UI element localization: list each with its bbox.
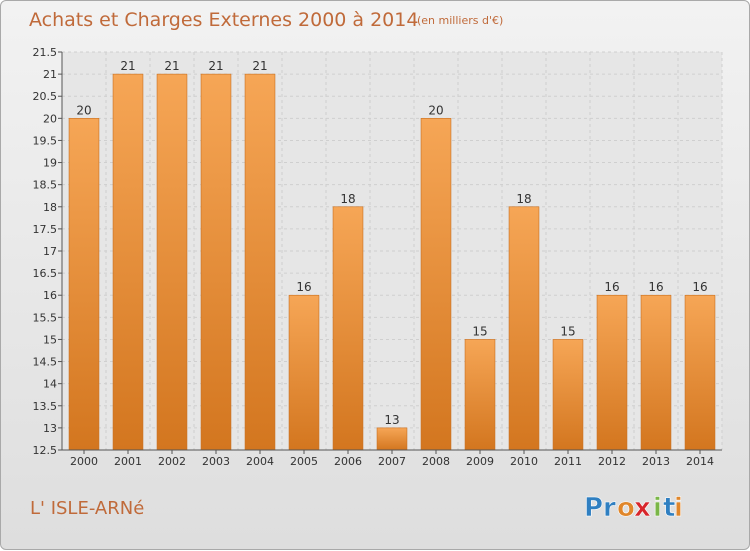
bar bbox=[68, 118, 100, 451]
y-tick-label: 14 bbox=[43, 378, 57, 391]
logo-letter: i bbox=[674, 493, 683, 523]
bar-value-label: 16 bbox=[648, 280, 663, 294]
x-tick-label: 2008 bbox=[422, 455, 450, 468]
x-tick-label: 2000 bbox=[70, 455, 98, 468]
bar bbox=[376, 427, 408, 451]
y-tick-label: 17.5 bbox=[33, 223, 58, 236]
chart-title: Achats et Charges Externes 2000 à 2014 bbox=[29, 9, 419, 31]
logo-letter: P bbox=[584, 493, 603, 523]
bar bbox=[288, 294, 320, 451]
bar bbox=[684, 294, 716, 451]
bars bbox=[68, 73, 716, 451]
bar bbox=[332, 206, 364, 451]
labels: 12.5 13 13.5 14 14.5 15 15.5 16 16.5 17 17.5 18 18.5… bbox=[33, 46, 715, 468]
logo-letter: o bbox=[617, 493, 635, 523]
y-tick-label: 16 bbox=[43, 289, 57, 302]
x-tick-label: 2009 bbox=[466, 455, 494, 468]
bar bbox=[156, 73, 188, 451]
bar-value-label: 21 bbox=[120, 59, 135, 73]
logo-letter: r bbox=[603, 493, 616, 523]
y-tick-label: 21.5 bbox=[33, 46, 58, 59]
bar bbox=[552, 339, 584, 451]
x-tick-label: 2014 bbox=[686, 455, 714, 468]
logo-letter: x bbox=[634, 493, 651, 523]
town-name: L' ISLE-ARNé bbox=[30, 498, 145, 519]
bar-value-label: 20 bbox=[428, 103, 443, 117]
x-tick-label: 2005 bbox=[290, 455, 318, 468]
bar-value-label: 20 bbox=[76, 103, 91, 117]
y-tick-label: 20.5 bbox=[33, 90, 58, 103]
y-tick-label: 21 bbox=[43, 68, 57, 81]
bar-value-label: 18 bbox=[516, 192, 531, 206]
bar bbox=[200, 73, 232, 451]
bar bbox=[420, 118, 452, 451]
y-tick-label: 18.5 bbox=[33, 179, 58, 192]
y-tick-label: 12.5 bbox=[33, 444, 58, 457]
y-tick-label: 17 bbox=[43, 245, 57, 258]
axes bbox=[58, 51, 722, 454]
bar bbox=[112, 73, 144, 451]
bar bbox=[464, 339, 496, 451]
y-tick-label: 19.5 bbox=[33, 134, 58, 147]
x-tick-label: 2001 bbox=[114, 455, 142, 468]
y-tick-label: 18 bbox=[43, 201, 57, 214]
chart-subtitle: (en milliers d'€) bbox=[417, 14, 504, 27]
x-tick-label: 2006 bbox=[334, 455, 362, 468]
bar bbox=[640, 294, 672, 451]
x-tick-label: 2003 bbox=[202, 455, 230, 468]
x-tick-label: 2004 bbox=[246, 455, 274, 468]
bar-value-label: 21 bbox=[164, 59, 179, 73]
y-tick-label: 14.5 bbox=[33, 356, 58, 369]
bar-value-label: 16 bbox=[296, 280, 311, 294]
y-tick-label: 13 bbox=[43, 422, 57, 435]
y-tick-label: 16.5 bbox=[33, 267, 58, 280]
y-tick-label: 20 bbox=[43, 112, 57, 125]
x-tick-label: 2002 bbox=[158, 455, 186, 468]
bar-value-label: 18 bbox=[340, 192, 355, 206]
x-tick-label: 2010 bbox=[510, 455, 538, 468]
bar-value-label: 21 bbox=[252, 59, 267, 73]
y-tick-label: 15 bbox=[43, 333, 57, 346]
bar bbox=[508, 206, 540, 451]
y-tick-label: 19 bbox=[43, 157, 57, 170]
y-tick-label: 15.5 bbox=[33, 311, 58, 324]
x-tick-label: 2012 bbox=[598, 455, 626, 468]
x-tick-label: 2013 bbox=[642, 455, 670, 468]
logo-letter: t bbox=[663, 493, 675, 523]
bar-value-label: 16 bbox=[604, 280, 619, 294]
logo-letter: i bbox=[653, 493, 662, 523]
bar-value-label: 21 bbox=[208, 59, 223, 73]
y-tick-label: 13.5 bbox=[33, 400, 58, 413]
bar bbox=[596, 294, 628, 451]
bar-value-label: 15 bbox=[560, 324, 575, 338]
bar-value-label: 15 bbox=[472, 324, 487, 338]
bar-value-label: 13 bbox=[384, 413, 399, 427]
x-tick-label: 2011 bbox=[554, 455, 582, 468]
bar bbox=[244, 73, 276, 451]
bar-value-label: 16 bbox=[692, 280, 707, 294]
x-tick-label: 2007 bbox=[378, 455, 406, 468]
